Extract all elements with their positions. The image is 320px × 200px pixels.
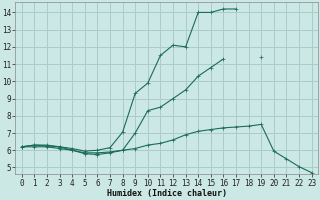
X-axis label: Humidex (Indice chaleur): Humidex (Indice chaleur): [107, 189, 227, 198]
